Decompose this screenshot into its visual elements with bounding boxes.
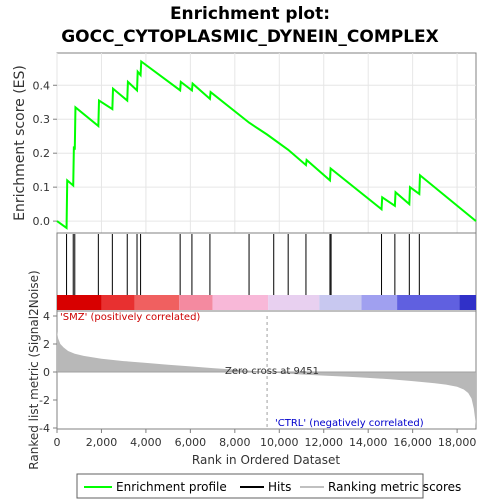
positive-correlation-label: 'SMZ' (positively correlated) <box>60 312 200 323</box>
x-tick-label: 12,000 <box>304 436 343 449</box>
metric-y-tick-label: -2 <box>39 394 50 407</box>
x-tick-label: 16,000 <box>393 436 432 449</box>
chart-title-line2: GOCC_CYTOPLASMIC_DYNEIN_COMPLEX <box>61 27 439 47</box>
x-tick-label: 8,000 <box>219 436 251 449</box>
x-tick-label: 10,000 <box>260 436 299 449</box>
x-tick-label: 14,000 <box>349 436 388 449</box>
es-y-tick-label: 0.1 <box>33 181 51 194</box>
metric-y-tick-label: 0 <box>43 366 50 379</box>
x-ticks: 0 2,000 4,000 6,000 8,000 10,000 12,000 14,000 1… <box>54 429 477 449</box>
x-tick-label: 4,000 <box>130 436 162 449</box>
color-bar-segment <box>459 295 476 310</box>
x-tick-label: 0 <box>54 436 61 449</box>
chart-title-line1: Enrichment plot: <box>170 4 330 24</box>
color-bar-segment <box>397 295 460 310</box>
color-bar-segment <box>319 295 362 310</box>
color-bar-segment <box>268 295 320 310</box>
color-bar-segment <box>101 295 135 310</box>
es-panel: 0.0 0.1 0.2 0.3 0.4 Enrichment score (ES) <box>12 52 477 234</box>
color-bar-segment <box>212 295 269 310</box>
es-y-tick-label: 0.2 <box>33 147 51 160</box>
legend-frame <box>76 473 424 499</box>
legend-enrichment-label: Enrichment profile <box>116 480 227 494</box>
x-tick-label: 6,000 <box>175 436 207 449</box>
negative-correlation-label: 'CTRL' (negatively correlated) <box>275 418 424 429</box>
legend: Enrichment profile Hits Ranking metric s… <box>76 473 461 499</box>
legend-hits-label: Hits <box>268 480 291 494</box>
metric-panel: -4 -2 0 2 4 0 2,000 4,000 6,000 8,000 10,000 12,00… <box>27 270 477 470</box>
metric-y-tick-label: -4 <box>39 422 50 435</box>
es-y-tick-label: 0.0 <box>33 215 51 228</box>
es-y-axis-label: Enrichment score (ES) <box>12 65 28 221</box>
hits-panel <box>56 232 477 312</box>
metric-y-tick-label: 2 <box>43 338 50 351</box>
color-bar-segment <box>361 295 398 310</box>
enrichment-profile-line <box>56 59 477 230</box>
legend-ranking-label: Ranking metric scores <box>328 480 461 494</box>
color-bar-segment <box>179 295 213 310</box>
es-panel-frame <box>56 52 477 234</box>
ranking-color-bar <box>57 295 476 310</box>
es-y-tick-label: 0.4 <box>33 79 51 92</box>
metric-y-axis-label: Ranked list metric (Signal2Noise) <box>27 270 41 469</box>
es-y-tick-label: 0.3 <box>33 113 51 126</box>
color-bar-segment <box>134 295 180 310</box>
x-tick-label: 18,000 <box>438 436 477 449</box>
hit-lines <box>66 234 420 295</box>
es-y-ticks: 0.0 0.1 0.2 0.3 0.4 <box>33 79 57 228</box>
x-axis-label: Rank in Ordered Dataset <box>192 453 340 467</box>
metric-y-ticks: -4 -2 0 2 4 <box>39 310 57 435</box>
zero-cross-label: Zero cross at 9451 <box>225 366 319 377</box>
x-tick-label: 2,000 <box>86 436 118 449</box>
color-bar-segment <box>57 295 102 310</box>
ranking-metric-area <box>57 331 476 426</box>
metric-y-tick-label: 4 <box>43 310 50 323</box>
